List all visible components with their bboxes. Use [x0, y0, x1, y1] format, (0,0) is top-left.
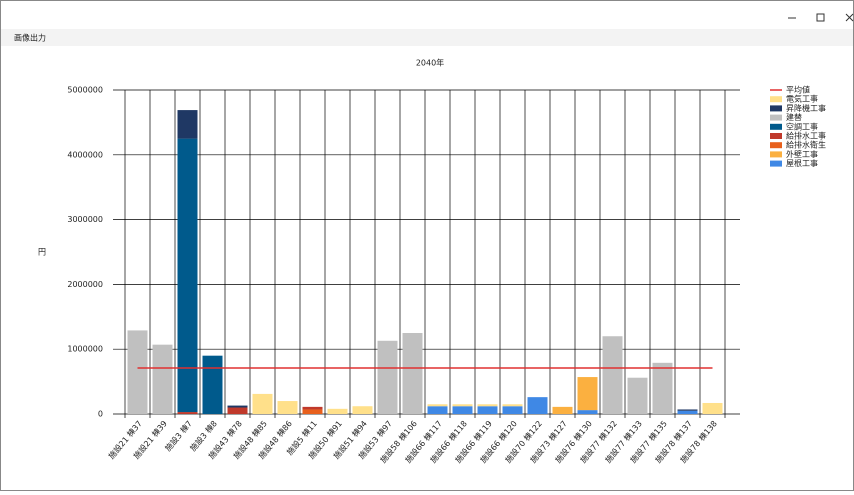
legend-swatch [770, 123, 782, 130]
y-tick-label: 5000000 [67, 86, 103, 95]
bar-segment [477, 406, 498, 414]
bar-segment [227, 405, 248, 408]
bar-segment [677, 409, 698, 411]
y-tick-label: 4000000 [67, 150, 103, 159]
bar-segment [202, 355, 223, 414]
legend-swatch [770, 96, 782, 103]
y-tick-label: 0 [98, 410, 103, 419]
legend-swatch [770, 114, 782, 121]
bar-segment [302, 406, 323, 410]
bar-segment [377, 340, 398, 414]
bar-segment [552, 406, 573, 414]
legend-label: 屋根工事 [786, 158, 818, 168]
y-axis-label: 円 [38, 248, 46, 257]
bar-segment [252, 393, 273, 414]
legend-swatch [770, 105, 782, 112]
legend-label: 平均値 [786, 85, 810, 95]
bar-segment [627, 377, 648, 414]
legend-label: 給排水工事 [786, 131, 826, 141]
bar-segment [452, 406, 473, 414]
bar-segment [502, 406, 523, 414]
legend-swatch [770, 160, 782, 167]
bar-segment [177, 110, 198, 139]
maximize-button[interactable] [816, 13, 825, 22]
y-tick-label: 3000000 [67, 215, 103, 224]
bar-segment [352, 406, 373, 414]
bar-segment [327, 408, 348, 414]
legend-swatch [770, 133, 782, 139]
bar-segment [302, 409, 323, 414]
bar-segment [402, 333, 423, 414]
bar-segment [177, 412, 198, 414]
bar-segment [477, 404, 498, 407]
legend-label: 電気工事 [786, 94, 818, 104]
bar-segment [177, 138, 198, 413]
bar-segment [502, 404, 523, 407]
bar-segment [652, 362, 673, 414]
legend-swatch [770, 142, 782, 149]
bar-segment [152, 344, 173, 414]
legend-label: 建替 [786, 112, 802, 122]
bar-segment [577, 410, 598, 414]
bar-segment [427, 404, 448, 407]
legend-label: 空調工事 [786, 121, 818, 131]
chart-title: 2040年 [416, 58, 444, 68]
bar-segment [702, 402, 723, 414]
legend-label: 昇降機工事 [786, 103, 826, 113]
bar-segment [227, 407, 248, 414]
menu-bar [1, 29, 853, 46]
bar-segment [577, 377, 598, 411]
menu-item[interactable]: 画像出力 [14, 33, 46, 43]
bar-segment [127, 330, 148, 414]
y-tick-label: 1000000 [67, 345, 103, 354]
bar-segment [602, 336, 623, 414]
bar-segment [527, 397, 548, 414]
bar-segment [277, 401, 298, 414]
y-tick-label: 2000000 [67, 280, 103, 289]
close-button[interactable] [845, 13, 854, 22]
legend-swatch [770, 151, 782, 158]
bar-segment [427, 406, 448, 414]
bar-segment [677, 410, 698, 414]
title-bar [1, 1, 853, 29]
bar-segment [452, 404, 473, 407]
legend-label: 外壁工事 [786, 149, 818, 159]
legend-label: 給排水衛生 [786, 140, 826, 150]
